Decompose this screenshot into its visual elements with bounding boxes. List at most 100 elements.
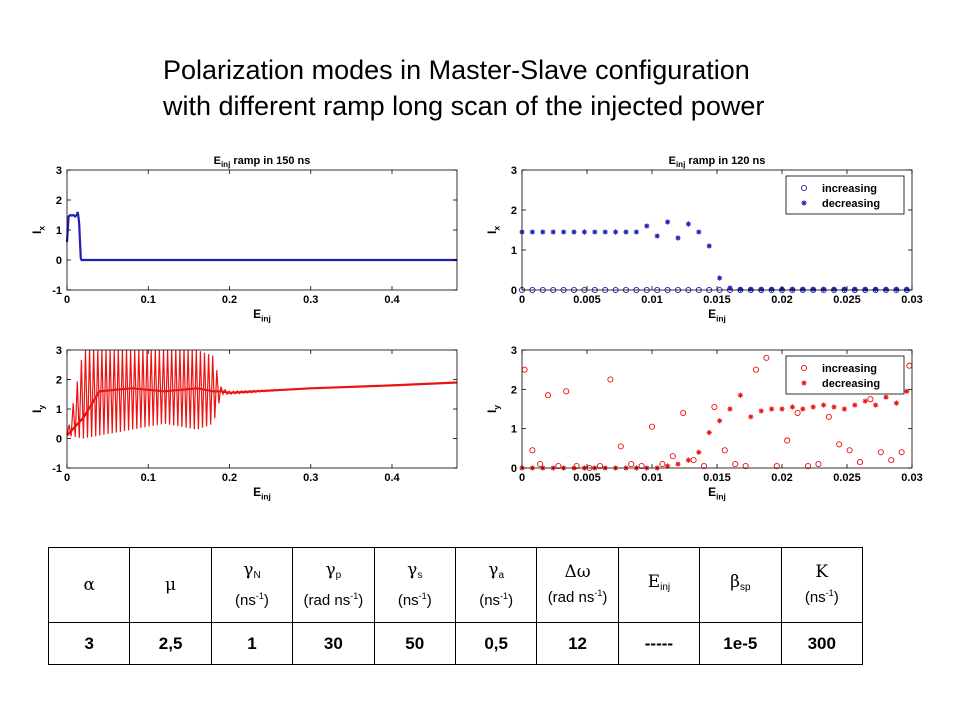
data-point-decreasing bbox=[841, 406, 847, 412]
data-point-increasing bbox=[711, 403, 718, 411]
x-tick-label: 0.015 bbox=[703, 294, 731, 306]
data-point-decreasing bbox=[852, 402, 858, 408]
x-axis-label: Einj bbox=[253, 485, 271, 502]
x-tick-label: 0 bbox=[519, 294, 525, 306]
data-point-decreasing bbox=[717, 418, 723, 424]
data-point-increasing bbox=[680, 409, 687, 416]
data-point-decreasing bbox=[696, 229, 702, 235]
value-cell: 30 bbox=[292, 622, 375, 665]
data-point-decreasing bbox=[873, 402, 879, 408]
legend-marker-star bbox=[801, 380, 807, 386]
x-tick-label: 0.1 bbox=[141, 472, 156, 484]
x-tick-label: 0 bbox=[64, 472, 70, 484]
data-point-increasing bbox=[825, 413, 832, 420]
header-symbol: γ bbox=[325, 559, 336, 580]
data-point-decreasing bbox=[727, 406, 733, 412]
data-point-decreasing bbox=[748, 286, 754, 292]
header-symbol: K bbox=[815, 562, 829, 582]
data-point-decreasing bbox=[644, 223, 650, 229]
data-point-decreasing bbox=[529, 229, 535, 235]
data-point-decreasing bbox=[685, 457, 691, 463]
y-axis-label: Iy bbox=[30, 405, 47, 413]
value-cell: 0,5 bbox=[454, 622, 538, 665]
y-tick-label: 1 bbox=[56, 225, 62, 237]
data-point-decreasing bbox=[769, 286, 775, 292]
data-point-decreasing bbox=[769, 406, 775, 412]
legend-label: decreasing bbox=[822, 378, 880, 390]
data-point-increasing bbox=[544, 392, 552, 399]
data-point-increasing bbox=[898, 449, 905, 456]
data-point-decreasing bbox=[789, 404, 795, 410]
data-point-increasing bbox=[617, 443, 624, 450]
x-tick-label: 0 bbox=[64, 294, 70, 306]
header-symbol: γ bbox=[407, 559, 418, 580]
legend-label: decreasing bbox=[822, 198, 880, 210]
data-point-increasing bbox=[763, 354, 770, 361]
x-tick-label: 0.4 bbox=[384, 472, 400, 484]
y-tick-label: 0 bbox=[56, 255, 62, 267]
value-cell: ----- bbox=[617, 622, 701, 665]
data-point-decreasing bbox=[831, 404, 837, 410]
y-axis-label: Ix bbox=[485, 226, 502, 234]
header-unit-close: ) bbox=[426, 591, 432, 609]
header-unit: (ns bbox=[397, 591, 419, 609]
x-axis-label: Einj bbox=[708, 485, 726, 502]
data-point-decreasing bbox=[623, 229, 629, 235]
data-point-decreasing bbox=[665, 463, 671, 469]
header-subscript: inj bbox=[660, 582, 671, 593]
data-point-decreasing bbox=[831, 286, 837, 292]
x-tick-label: 0.3 bbox=[303, 472, 318, 484]
data-point-decreasing bbox=[737, 286, 743, 292]
header-symbol: Δω bbox=[564, 562, 591, 582]
header-cell: Einj bbox=[617, 547, 701, 623]
series-line-0 bbox=[66, 381, 458, 437]
y-tick-label: 3 bbox=[56, 165, 62, 177]
y-tick-label: 0 bbox=[56, 434, 62, 446]
data-point-increasing bbox=[888, 457, 895, 464]
y-tick-label: -1 bbox=[52, 463, 62, 475]
data-point-decreasing bbox=[706, 430, 712, 436]
data-point-increasing bbox=[700, 462, 708, 470]
y-tick-label: -1 bbox=[52, 285, 62, 297]
y-tick-label: 1 bbox=[56, 404, 62, 416]
data-point-increasing bbox=[529, 447, 536, 454]
header-cell: K (ns-1) bbox=[780, 547, 864, 623]
y-axis-label: Ix bbox=[30, 226, 47, 234]
header-subscript: N bbox=[253, 569, 261, 581]
data-point-increasing bbox=[607, 376, 614, 383]
data-point-increasing bbox=[877, 449, 884, 456]
header-superscript: -1 bbox=[255, 590, 264, 601]
header-unit-close: ) bbox=[358, 591, 364, 609]
x-axis-label: Einj bbox=[708, 307, 726, 324]
y-tick-label: 1 bbox=[511, 424, 517, 436]
x-tick-label: 0.02 bbox=[771, 472, 792, 484]
x-tick-label: 0.025 bbox=[833, 472, 861, 484]
data-point-decreasing bbox=[810, 404, 816, 410]
data-point-decreasing bbox=[561, 229, 567, 235]
value-cell: 12 bbox=[536, 622, 619, 665]
x-tick-label: 0.015 bbox=[703, 472, 731, 484]
header-subscript: s bbox=[417, 569, 423, 581]
data-point-decreasing bbox=[748, 414, 754, 420]
data-point-decreasing bbox=[873, 286, 879, 292]
value-cell: 3 bbox=[47, 622, 131, 665]
x-tick-label: 0.01 bbox=[641, 294, 662, 306]
data-point-decreasing bbox=[883, 394, 889, 400]
y-tick-label: 0 bbox=[511, 463, 517, 475]
data-point-decreasing bbox=[758, 408, 764, 414]
legend-marker-circle bbox=[800, 184, 808, 192]
x-tick-label: 0.005 bbox=[573, 472, 601, 484]
data-point-increasing bbox=[752, 366, 760, 373]
header-symbol: γ bbox=[243, 559, 254, 580]
chart-title: Einj ramp in 120 ns bbox=[669, 155, 766, 169]
y-tick-label: 2 bbox=[56, 195, 62, 207]
x-tick-label: 0.3 bbox=[303, 294, 318, 306]
header-cell: γs (ns-1) bbox=[373, 547, 456, 623]
data-point-decreasing bbox=[789, 286, 795, 292]
data-point-decreasing bbox=[800, 286, 806, 292]
data-point-decreasing bbox=[862, 286, 868, 292]
chart-ix-120ns: 0 0.005 0.01 0.015 0.02 0.025 0.03 0 1 2 3 Einj Ix Ei… bbox=[485, 155, 923, 324]
data-point-increasing bbox=[867, 396, 874, 403]
slide-title: Polarization modes in Master-Slave confi… bbox=[163, 52, 923, 124]
